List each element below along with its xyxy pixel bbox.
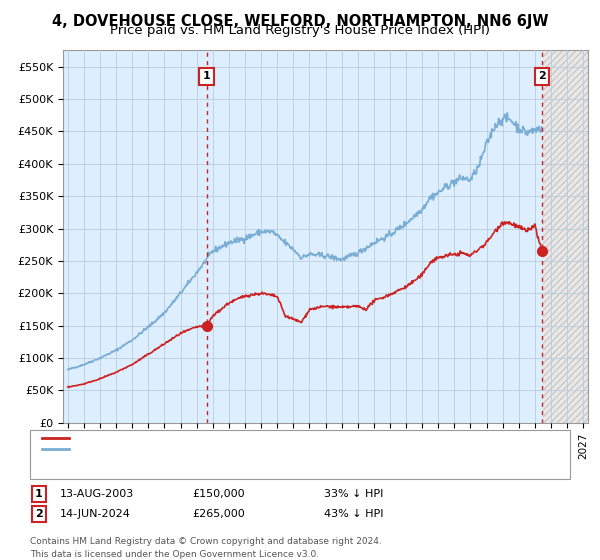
Text: 2: 2 xyxy=(35,509,43,519)
Text: 1: 1 xyxy=(35,489,43,499)
Text: 4, DOVEHOUSE CLOSE, WELFORD, NORTHAMPTON, NN6 6JW (detached house): 4, DOVEHOUSE CLOSE, WELFORD, NORTHAMPTON… xyxy=(72,433,482,443)
Text: £150,000: £150,000 xyxy=(192,489,245,499)
Text: £265,000: £265,000 xyxy=(192,509,245,519)
Text: 4, DOVEHOUSE CLOSE, WELFORD, NORTHAMPTON, NN6 6JW: 4, DOVEHOUSE CLOSE, WELFORD, NORTHAMPTON… xyxy=(52,14,548,29)
Text: Price paid vs. HM Land Registry's House Price Index (HPI): Price paid vs. HM Land Registry's House … xyxy=(110,24,490,37)
Text: 2: 2 xyxy=(538,72,546,81)
Text: HPI: Average price, detached house, West Northamptonshire: HPI: Average price, detached house, West… xyxy=(72,444,389,454)
Text: 33% ↓ HPI: 33% ↓ HPI xyxy=(324,489,383,499)
Bar xyxy=(543,50,591,423)
Text: 13-AUG-2003: 13-AUG-2003 xyxy=(60,489,134,499)
Text: 1: 1 xyxy=(203,72,211,81)
Text: Contains HM Land Registry data © Crown copyright and database right 2024.
This d: Contains HM Land Registry data © Crown c… xyxy=(30,538,382,559)
Bar xyxy=(543,50,591,423)
Text: 14-JUN-2024: 14-JUN-2024 xyxy=(60,509,131,519)
Text: 43% ↓ HPI: 43% ↓ HPI xyxy=(324,509,383,519)
